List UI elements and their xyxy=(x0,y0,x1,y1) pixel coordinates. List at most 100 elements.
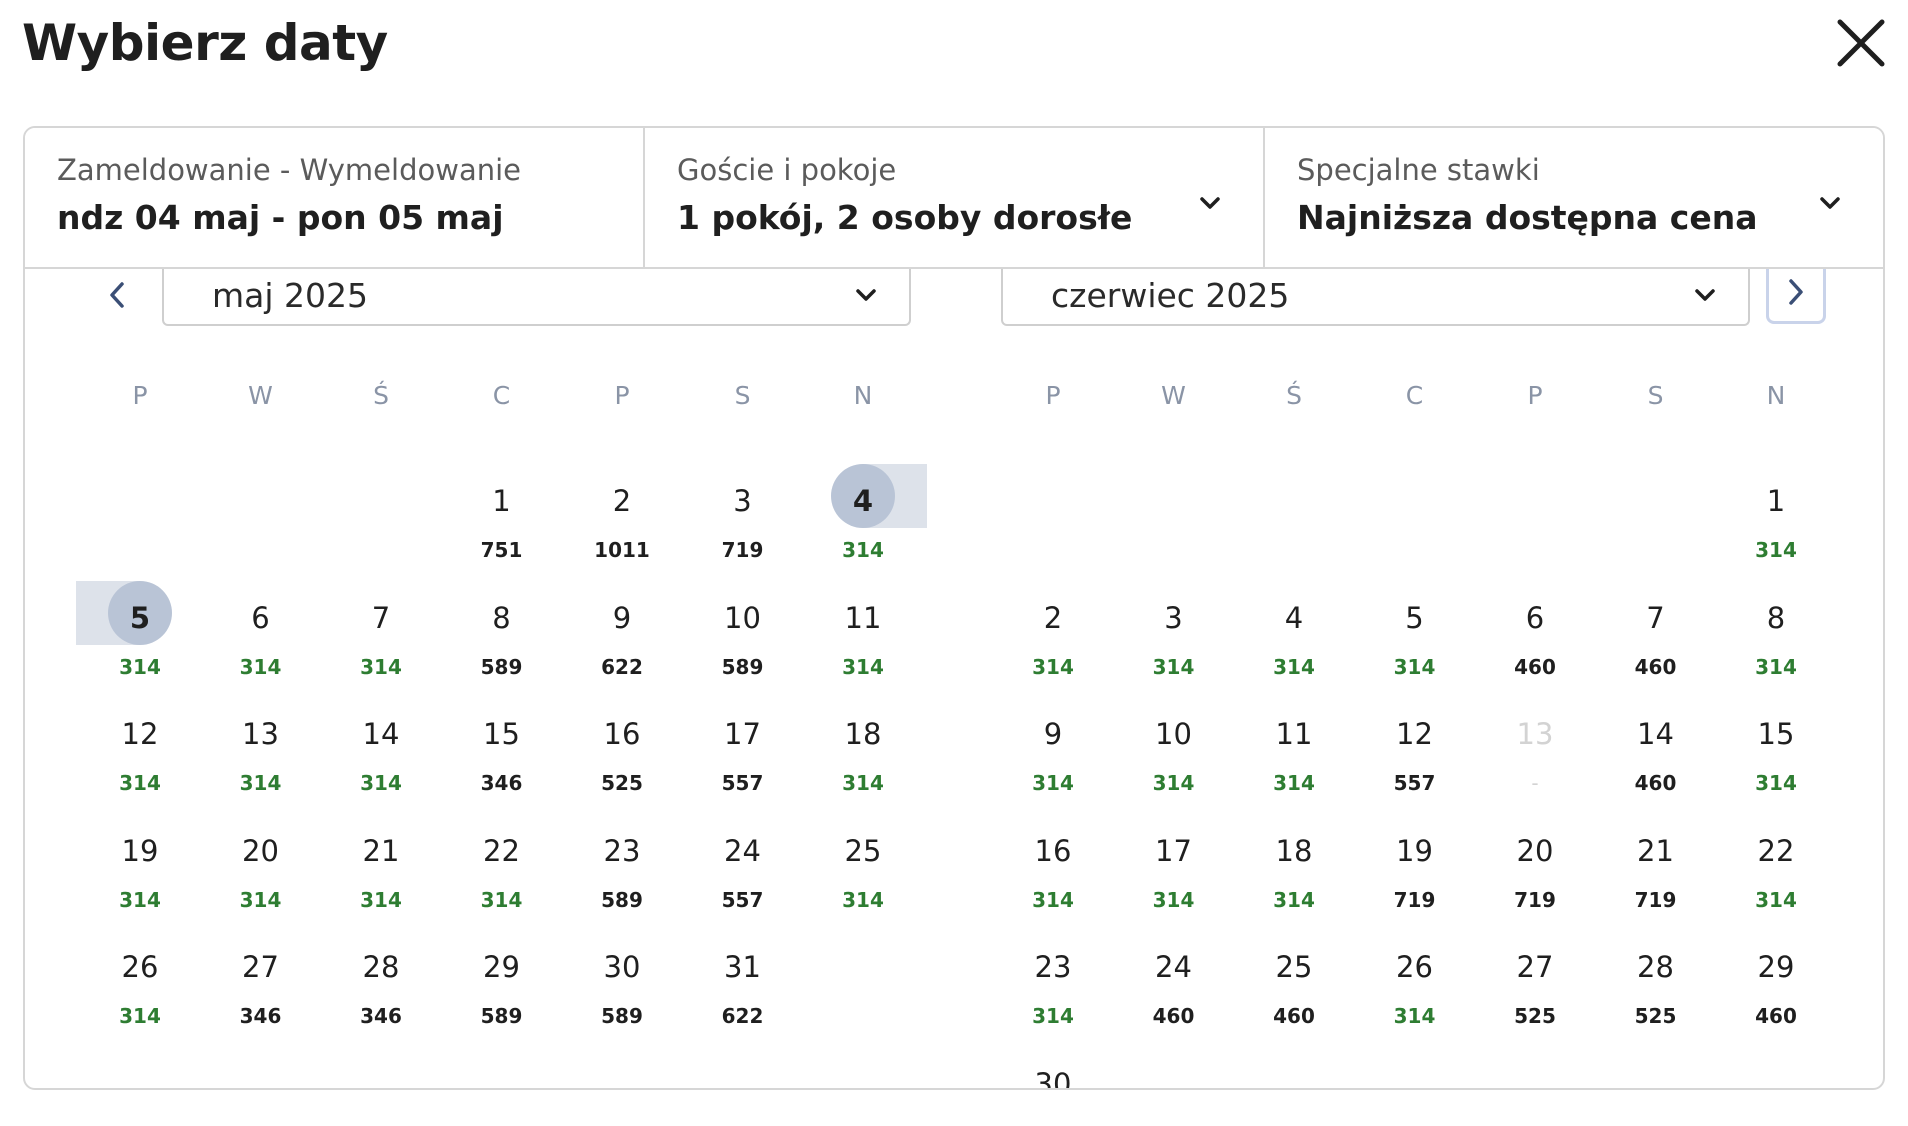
month-select-june[interactable]: czerwiec 2025 xyxy=(1001,266,1750,326)
calendar-day[interactable]: 21 719 xyxy=(1596,814,1716,930)
calendar-day[interactable]: 6 460 xyxy=(1475,581,1595,697)
calendar-day[interactable]: 11 314 xyxy=(1234,697,1354,813)
calendar-day[interactable]: 19 719 xyxy=(1355,814,1475,930)
calendar-day[interactable]: 17 557 xyxy=(683,697,803,813)
day-number: 18 xyxy=(1275,833,1313,868)
calendar-day[interactable]: 15 314 xyxy=(1716,697,1836,813)
day-price: 314 xyxy=(119,1004,161,1028)
day-number: 31 xyxy=(724,950,761,984)
day-price: 314 xyxy=(1755,887,1797,912)
calendar-day[interactable]: 1 314 xyxy=(1716,464,1836,580)
calendar-day[interactable]: 24 557 xyxy=(683,814,803,930)
calendar-day[interactable]: 8 314 xyxy=(1716,581,1836,697)
calendar-day[interactable]: 14 460 xyxy=(1596,697,1716,813)
calendar-day[interactable]: 22 314 xyxy=(1716,814,1836,930)
calendar-day[interactable]: 21 314 xyxy=(321,814,441,930)
calendar-day[interactable]: 18 314 xyxy=(1234,814,1354,930)
calendar-day[interactable]: 17 314 xyxy=(1114,814,1234,930)
calendar-day[interactable]: 28 525 xyxy=(1596,930,1716,1046)
calendar-day[interactable]: 31 622 xyxy=(683,930,803,1046)
calendar-day[interactable]: 3 719 xyxy=(683,464,803,580)
day-number: 29 xyxy=(1757,950,1795,984)
calendar-day[interactable]: 8 589 xyxy=(442,581,562,697)
month-select-may[interactable]: maj 2025 xyxy=(162,266,911,326)
day-number: 24 xyxy=(1155,950,1192,984)
calendar-day[interactable]: 7 460 xyxy=(1596,581,1716,697)
day-number: 5 xyxy=(129,600,151,635)
chevron-down-icon xyxy=(1695,289,1715,301)
date-range-filter[interactable]: Zameldowanie - Wymeldowanie ndz 04 maj -… xyxy=(25,128,643,267)
calendar-day[interactable]: 10 589 xyxy=(683,581,803,697)
calendar-day[interactable]: 22 314 xyxy=(442,814,562,930)
day-price: 314 xyxy=(842,654,884,679)
calendar-day[interactable]: 20 719 xyxy=(1475,814,1595,930)
calendar-day[interactable]: 15 346 xyxy=(442,697,562,813)
calendar-day[interactable]: 13 314 xyxy=(201,697,321,813)
day-number: 19 xyxy=(1396,833,1433,868)
calendar-day-selected[interactable]: 4 314 xyxy=(803,464,927,580)
calendar-day[interactable]: 7 314 xyxy=(321,581,441,697)
calendar-day[interactable]: 19 314 xyxy=(80,814,200,930)
calendar-day[interactable]: 16 525 xyxy=(562,697,682,813)
calendar-day[interactable]: 10 314 xyxy=(1114,697,1234,813)
calendar-day[interactable]: 30 589 xyxy=(562,930,682,1046)
day-number: 10 xyxy=(1155,717,1192,751)
previous-month-button[interactable] xyxy=(89,266,149,328)
calendar-day[interactable]: 14 314 xyxy=(321,697,441,813)
calendar-day[interactable]: 26 314 xyxy=(1355,930,1475,1046)
calendar-day[interactable]: 16 314 xyxy=(993,814,1113,930)
calendar-day[interactable]: 27 346 xyxy=(201,930,321,1046)
calendar-day[interactable]: 29 589 xyxy=(442,930,562,1046)
calendar-day[interactable]: 9 314 xyxy=(993,697,1113,813)
calendar-day[interactable]: 1 751 xyxy=(442,464,562,580)
calendar-day-selected[interactable]: 5 314 xyxy=(76,580,200,697)
day-price: 314 xyxy=(1393,654,1436,679)
day-price: 751 xyxy=(480,538,523,562)
calendar-day[interactable]: 24 460 xyxy=(1114,930,1234,1046)
day-number: 29 xyxy=(483,950,520,984)
calendar-day[interactable]: 29 460 xyxy=(1716,930,1836,1046)
calendar-day[interactable]: 30 xyxy=(993,1047,1113,1089)
calendar-day[interactable]: 9 622 xyxy=(562,581,682,697)
calendar-day[interactable]: 2 314 xyxy=(993,581,1113,697)
next-month-button[interactable] xyxy=(1766,266,1826,324)
day-price: 719 xyxy=(1634,887,1677,912)
calendar-day[interactable]: 23 314 xyxy=(993,930,1113,1046)
calendar-day[interactable]: 25 460 xyxy=(1234,930,1354,1046)
day-number: 5 xyxy=(1405,600,1424,635)
day-price: 314 xyxy=(1273,887,1315,912)
day-number: 7 xyxy=(1646,600,1665,635)
date-range-value: ndz 04 maj - pon 05 maj xyxy=(57,198,504,237)
calendar-day[interactable]: 3 314 xyxy=(1114,581,1234,697)
calendar-day[interactable]: 12 557 xyxy=(1355,697,1475,813)
day-price: 314 xyxy=(239,771,282,795)
day-price: 314 xyxy=(842,771,884,795)
calendar-day[interactable]: 28 346 xyxy=(321,930,441,1046)
day-number: 1 xyxy=(492,484,511,518)
calendar-day[interactable]: 6 314 xyxy=(201,581,321,697)
day-price: 314 xyxy=(480,887,523,912)
weekday-header: S xyxy=(1647,381,1664,410)
calendar-day[interactable]: 18 314 xyxy=(803,697,923,813)
calendar-day[interactable]: 23 589 xyxy=(562,814,682,930)
calendar-day[interactable]: 11 314 xyxy=(803,581,923,697)
day-price: 557 xyxy=(721,771,764,795)
calendar-day[interactable]: 12 314 xyxy=(80,697,200,813)
day-price: 314 xyxy=(1152,771,1195,795)
guests-rooms-filter[interactable]: Goście i pokoje 1 pokój, 2 osoby dorosłe xyxy=(643,128,1263,267)
calendar-day[interactable]: 27 525 xyxy=(1475,930,1595,1046)
calendar-day[interactable]: 5 314 xyxy=(1355,581,1475,697)
calendar-day[interactable]: 25 314 xyxy=(803,814,923,930)
day-number: 6 xyxy=(251,600,270,635)
calendar-day[interactable]: 4 314 xyxy=(1234,581,1354,697)
day-number: 18 xyxy=(844,717,882,751)
calendar-day[interactable]: 26 314 xyxy=(80,930,200,1046)
day-number: 9 xyxy=(612,600,632,635)
close-button[interactable] xyxy=(1834,16,1888,70)
calendar-day[interactable]: 2 1011 xyxy=(562,464,682,580)
booking-panel: Zameldowanie - Wymeldowanie ndz 04 maj -… xyxy=(23,126,1885,1090)
special-rates-filter[interactable]: Specjalne stawki Najniższa dostępna cena xyxy=(1263,128,1883,267)
day-price: 314 xyxy=(1755,538,1797,562)
calendar-day[interactable]: 20 314 xyxy=(201,814,321,930)
day-number: 8 xyxy=(492,600,511,635)
